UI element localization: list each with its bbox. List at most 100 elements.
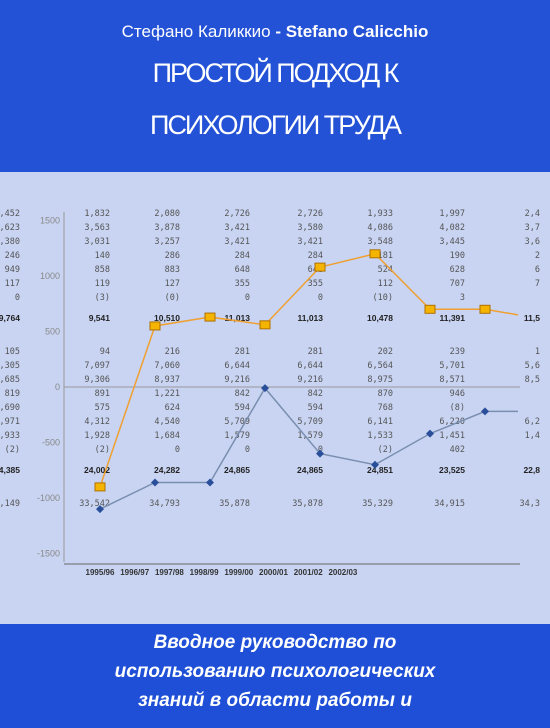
table-cell: (2) [378, 445, 393, 455]
table-cell: 239 [450, 347, 465, 357]
x-tick-label: 1999/00 [224, 568, 253, 577]
table-cell: 5,709 [224, 417, 250, 427]
table-cell: 0 [15, 293, 20, 303]
table-cell: 140 [95, 251, 110, 261]
x-tick-label: 2002/03 [328, 568, 357, 577]
lower-series-point [206, 478, 214, 487]
table-cell: 594 [308, 403, 323, 413]
table-cell: 3,6 [525, 237, 540, 247]
table-cell: 858 [95, 265, 110, 275]
table-cell: 11,013 [297, 313, 323, 323]
table-cell: 575 [95, 403, 110, 413]
table-cell: 6,564 [367, 361, 393, 371]
table-cell: 8,937 [154, 375, 180, 385]
table-cell: 402 [450, 445, 465, 455]
table-cell: 842 [235, 389, 250, 399]
table-cell: 1,221 [154, 389, 180, 399]
x-tick-label: 1995/96 [86, 568, 115, 577]
y-tick-label: 1000 [40, 271, 60, 281]
table-cell: 34,149 [0, 499, 20, 509]
table-cell: 286 [165, 251, 180, 261]
table-cell: 34,915 [434, 499, 465, 509]
y-tick-label: 500 [45, 327, 60, 337]
table-cell: 33,542 [79, 499, 110, 509]
table-cell: 8,571 [439, 375, 465, 385]
table-cell: 524 [378, 265, 393, 275]
table-cell: 4,082 [439, 223, 465, 233]
lower-series-point [151, 478, 159, 487]
book-title-line1: ПРОСТОЙ ПОДХОД К [152, 58, 400, 88]
table-cell: 3,580 [297, 223, 323, 233]
table-cell: 3,623 [0, 223, 20, 233]
table-cell: 9,216 [297, 375, 323, 385]
upper-series-point [369, 249, 381, 259]
table-cell: 1,684 [154, 431, 180, 441]
table-cell: 3,421 [297, 237, 323, 247]
author-line: Стефано Каликкио - Stefano Calicchio [0, 22, 550, 42]
table-cell: 24,865 [224, 465, 250, 475]
table-cell: 284 [308, 251, 323, 261]
table-cell: 6,2 [525, 417, 540, 427]
table-cell: 22,8 [523, 465, 540, 475]
table-cell: 355 [235, 279, 250, 289]
table-cell: 3,421 [224, 237, 250, 247]
table-cell: 7,060 [154, 361, 180, 371]
table-cell: 6,644 [224, 361, 250, 371]
table-cell: 202 [378, 347, 393, 357]
table-cell: 6,141 [367, 417, 393, 427]
y-tick-label: -1000 [37, 493, 60, 503]
table-cell: 34,793 [149, 499, 180, 509]
table-cell: 1,451 [439, 431, 465, 441]
table-cell: 35,329 [362, 499, 393, 509]
table-cell: 3,445 [439, 237, 465, 247]
cover-chart-image: 1,4523,6233,38024694911709,7641057,3059,… [0, 172, 550, 624]
author-separator: - [275, 22, 281, 41]
table-cell: 0 [245, 293, 250, 303]
table-cell: 5,690 [0, 403, 20, 413]
table-cell: 7 [535, 279, 540, 289]
table-cell: 0 [318, 293, 323, 303]
table-cell: 7,097 [84, 361, 110, 371]
lower-series-point [316, 449, 324, 458]
table-cell: 11,013 [224, 313, 250, 323]
subtitle-line2: использованию психологических [114, 661, 436, 682]
upper-series-point [479, 304, 491, 314]
table-cell: 127 [165, 279, 180, 289]
table-cell: 281 [308, 347, 323, 357]
y-tick-label: 1500 [40, 216, 60, 226]
title-banner: Стефано Каликкио - Stefano Calicchio ПРО… [0, 0, 550, 172]
table-cell: 648 [235, 265, 250, 275]
table-cell: 24,282 [154, 465, 180, 475]
table-cell: 949 [5, 265, 20, 275]
table-cell: 8,975 [367, 375, 393, 385]
table-cell: 6,644 [297, 361, 323, 371]
table-cell: 9,541 [89, 313, 111, 323]
table-cell: 3,878 [154, 223, 180, 233]
table-cell: 3,257 [154, 237, 180, 247]
table-cell: 117 [5, 279, 20, 289]
table-cell: 2,726 [297, 209, 323, 219]
table-cell: 23,525 [439, 465, 465, 475]
table-cell: 8,5 [525, 375, 540, 385]
table-cell: 3,380 [0, 237, 20, 247]
table-cell: 2,726 [224, 209, 250, 219]
table-cell: 3,563 [84, 223, 110, 233]
y-tick-label: 0 [55, 382, 60, 392]
table-cell: 105 [5, 347, 20, 357]
table-cell: 4,540 [154, 417, 180, 427]
table-cell: (0) [165, 293, 180, 303]
table-cell: 5,6 [525, 361, 540, 371]
table-cell: 35,878 [292, 499, 323, 509]
author-en: Stefano Calicchio [285, 22, 429, 41]
table-cell: 9,306 [84, 375, 110, 385]
table-cell: 628 [450, 265, 465, 275]
table-cell: (2) [95, 445, 110, 455]
table-cell: (8) [450, 403, 465, 413]
lower-series-point [96, 505, 104, 514]
table-cell: 1,579 [297, 431, 323, 441]
lower-series-point [371, 460, 379, 469]
table-cell: 6 [535, 265, 540, 275]
table-cell: 819 [5, 389, 20, 399]
table-cell: 9,216 [224, 375, 250, 385]
table-cell: 246 [5, 251, 20, 261]
